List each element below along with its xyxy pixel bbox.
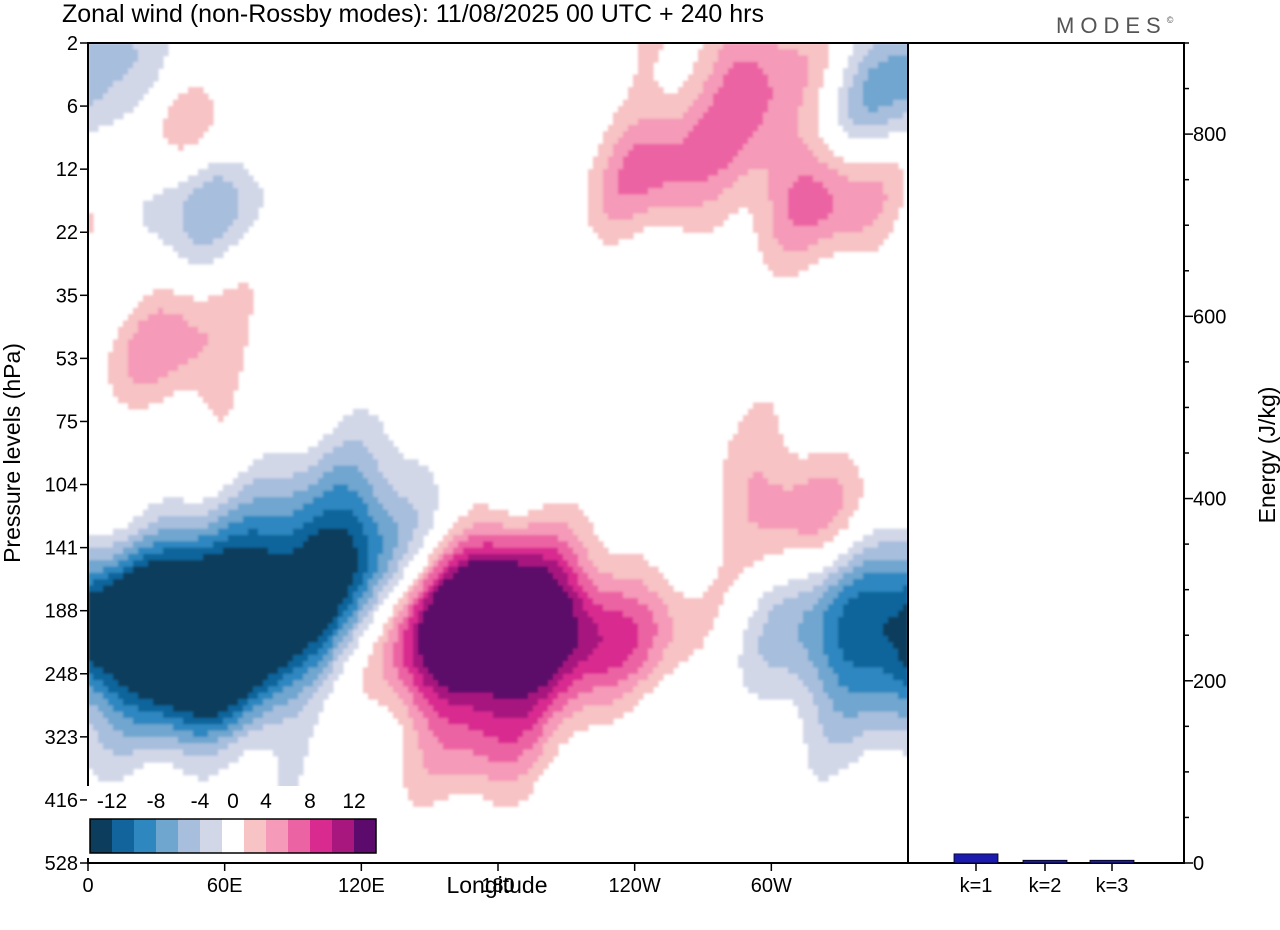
colorbar-frame xyxy=(89,818,377,854)
y-tick-label: 104 xyxy=(45,475,78,497)
x-tick-label: 120E xyxy=(338,875,385,897)
colorbar-swatch xyxy=(332,819,354,853)
energy-tick-label: 600 xyxy=(1193,306,1226,328)
colorbar-swatch xyxy=(288,819,310,853)
colorbar-label: 0 xyxy=(227,790,239,813)
energy-tick-label: 400 xyxy=(1193,489,1226,511)
y-tick-label: 75 xyxy=(56,411,78,433)
colorbar-label: -4 xyxy=(191,790,210,813)
colorbar-label: 12 xyxy=(342,790,365,813)
colorbar-label: -12 xyxy=(97,790,127,813)
bar-category-label: k=3 xyxy=(1096,875,1129,897)
energy-tick-label: 0 xyxy=(1193,853,1204,875)
energy-tick-label: 800 xyxy=(1193,124,1226,146)
colorbar-swatch xyxy=(354,819,376,853)
y-tick-label: 141 xyxy=(45,538,78,560)
x-tick-label: 180 xyxy=(481,875,514,897)
colorbar-label: -8 xyxy=(147,790,166,813)
y-tick-label: 528 xyxy=(45,853,78,875)
y-tick-label: 2 xyxy=(67,33,78,55)
y-tick-label: 6 xyxy=(67,96,78,118)
y-tick-label: 248 xyxy=(45,664,78,686)
colorbar-swatch xyxy=(200,819,222,853)
x-tick-label: 120W xyxy=(609,875,661,897)
y-tick-label: 12 xyxy=(56,159,78,181)
y-tick-label: 416 xyxy=(45,790,78,812)
energy-axis-label: Energy (J/kg) xyxy=(1254,387,1280,524)
colorbar-swatch xyxy=(156,819,178,853)
colorbar-label: 8 xyxy=(304,790,316,813)
y-tick-label: 188 xyxy=(45,601,78,623)
bar-category-label: k=2 xyxy=(1029,875,1062,897)
energy-bar-chart: k=1 k=2 k=3 0 200 400 600 800 Energy (J/kg) xyxy=(907,42,1280,897)
colorbar-label: 4 xyxy=(260,790,272,813)
energy-bar xyxy=(953,853,999,864)
x-tick-label: 0 xyxy=(82,875,93,897)
colorbar-swatch xyxy=(222,819,244,853)
bar-chart-frame xyxy=(907,42,1185,864)
y-axis-label: Pressure levels (hPa) xyxy=(0,343,25,563)
energy-bar xyxy=(1022,859,1068,864)
x-tick-label: 60W xyxy=(751,875,792,897)
y-tick-label: 323 xyxy=(45,727,78,749)
x-tick-label: 60E xyxy=(207,875,243,897)
colorbar-swatch xyxy=(244,819,266,853)
x-axis-label: Longitude xyxy=(446,872,547,898)
y-tick-label: 22 xyxy=(56,222,78,244)
heatmap-plot: 0 60E 120E 180 120W 60W 2 6 12 22 35 53 75 104 141 188… xyxy=(0,33,909,898)
colorbar-swatch xyxy=(266,819,288,853)
bar-category-label: k=1 xyxy=(960,875,993,897)
chart-title: Zonal wind (non-Rossby modes): 11/08/202… xyxy=(62,0,764,28)
colorbar-swatch xyxy=(134,819,156,853)
energy-tick-label: 200 xyxy=(1193,671,1226,693)
colorbar-swatch xyxy=(178,819,200,853)
brand-mark: © xyxy=(1167,15,1174,25)
brand-text: MODES xyxy=(1056,13,1167,38)
brand-logo: MODES© xyxy=(1056,13,1174,38)
colorbar-swatch xyxy=(90,819,112,853)
colorbar: -12 -8 -4 0 4 8 12 xyxy=(87,786,379,858)
y-tick-label: 35 xyxy=(56,285,78,307)
colorbar-swatch xyxy=(310,819,332,853)
colorbar-swatch xyxy=(112,819,134,853)
y-tick-label: 53 xyxy=(56,348,78,370)
energy-bar xyxy=(1089,859,1135,864)
